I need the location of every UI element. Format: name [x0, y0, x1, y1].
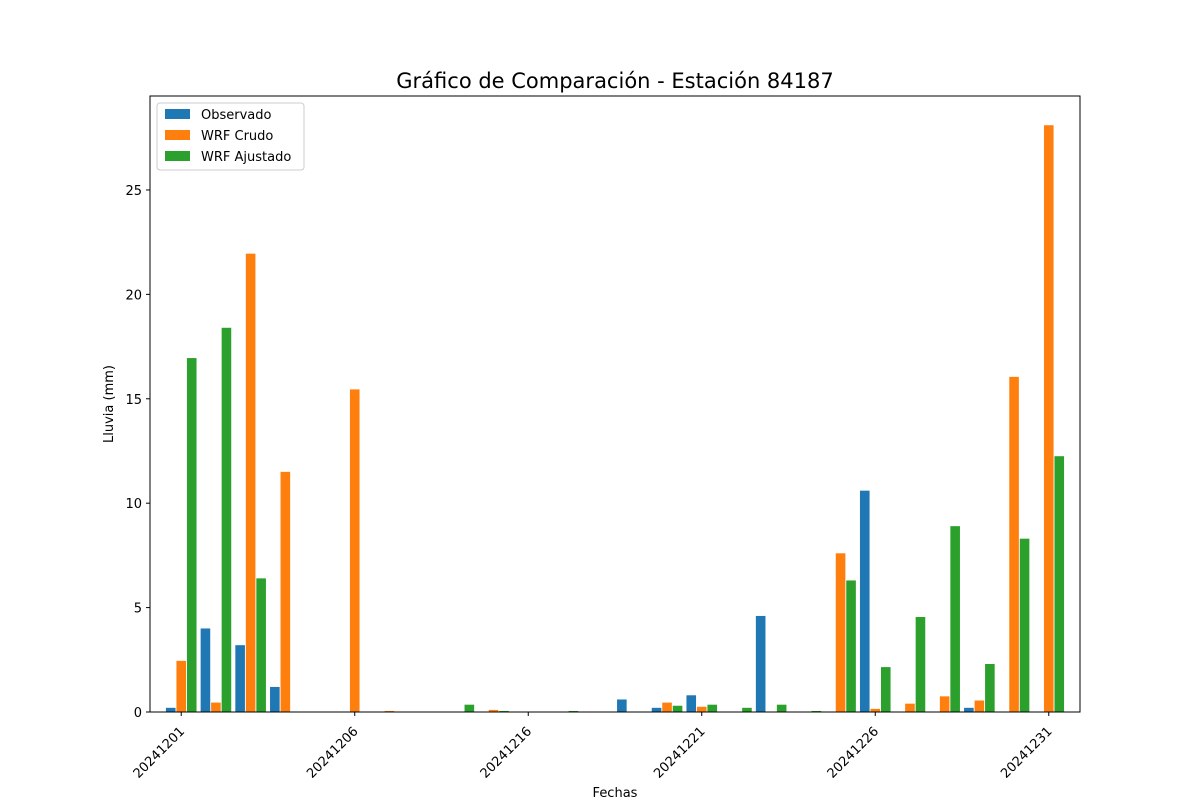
bar-wrf-ajustado-6 — [672, 705, 683, 712]
bar-wrf-ajustado-15 — [985, 663, 995, 712]
bar-wrf-ajustado-17 — [1054, 456, 1065, 712]
chart-title: Gráfico de Comparación - Estación 84187 — [396, 69, 833, 93]
bar-wrf-ajustado-2 — [256, 578, 266, 712]
y-tick-label-5: 25 — [125, 184, 142, 199]
legend-swatch-wrf-crudo — [165, 130, 190, 140]
bar-observado-9 — [964, 707, 974, 712]
legend-label-wrf-ajustado: WRF Ajustado — [201, 150, 291, 165]
bar-wrf-crudo-6 — [488, 709, 499, 712]
bar-wrf-ajustado-10 — [811, 710, 822, 712]
bar-wrf-ajustado-7 — [707, 704, 718, 712]
bar-wrf-crudo-8 — [696, 706, 707, 712]
bar-wrf-crudo-11 — [905, 703, 915, 712]
bar-observado-1 — [200, 628, 211, 712]
bar-wrf-crudo-12 — [939, 696, 950, 712]
y-tick-label-2: 10 — [125, 497, 142, 512]
legend-label-observado: Observado — [201, 108, 272, 123]
bar-wrf-crudo-15 — [1043, 125, 1054, 713]
y-tick-label-3: 15 — [125, 393, 142, 408]
bar-observado-3 — [270, 686, 280, 712]
y-tick-label-4: 20 — [125, 288, 142, 303]
bar-wrf-ajustado-5 — [568, 710, 579, 712]
plot-frame — [149, 95, 1081, 713]
bar-wrf-ajustado-9 — [776, 704, 787, 712]
bar-observado-7 — [755, 615, 766, 712]
bar-wrf-crudo-4 — [349, 389, 360, 712]
bar-wrf-ajustado-8 — [742, 707, 752, 712]
bar-wrf-crudo-7 — [662, 702, 672, 712]
y-axis: 0 5 10 15 20 25 — [125, 184, 150, 721]
bar-wrf-ajustado-4 — [499, 710, 509, 712]
legend-swatch-observado — [165, 109, 190, 119]
bar-observado-0 — [165, 707, 176, 712]
bar-wrf-crudo-1 — [211, 702, 221, 712]
bars-layer — [165, 125, 1065, 713]
bar-observado-2 — [235, 645, 245, 712]
y-tick-label-0: 0 — [134, 706, 142, 721]
bar-wrf-ajustado-3 — [464, 704, 475, 712]
bar-wrf-crudo-14 — [1009, 376, 1019, 712]
bar-observado-4 — [617, 699, 627, 712]
bar-wrf-crudo-5 — [384, 710, 395, 712]
legend-label-wrf-crudo: WRF Crudo — [201, 129, 273, 144]
bar-wrf-crudo-3 — [280, 471, 291, 712]
bar-wrf-crudo-10 — [870, 708, 881, 712]
legend-box — [156, 102, 305, 171]
bar-wrf-ajustado-14 — [950, 526, 960, 712]
bar-wrf-crudo-9 — [835, 553, 846, 712]
y-tick-label-1: 5 — [134, 602, 142, 617]
bar-observado-6 — [686, 695, 697, 712]
bar-observado-8 — [859, 490, 870, 712]
bar-wrf-crudo-13 — [974, 700, 985, 712]
bar-wrf-ajustado-16 — [1019, 538, 1030, 712]
legend-swatch-wrf-ajustado — [165, 151, 190, 161]
x-axis-label: Fechas — [593, 786, 638, 800]
legend: Observado WRF Crudo WRF Ajustado — [156, 102, 305, 171]
bar-wrf-crudo-2 — [245, 253, 256, 712]
y-axis-label: Lluvia (mm) — [102, 365, 117, 443]
bar-wrf-ajustado-13 — [915, 616, 926, 712]
bar-wrf-crudo-0 — [176, 660, 187, 712]
bar-wrf-ajustado-1 — [221, 327, 232, 712]
bar-wrf-ajustado-0 — [186, 358, 197, 712]
bar-wrf-ajustado-11 — [846, 580, 856, 712]
bar-observado-5 — [651, 707, 662, 712]
bar-wrf-ajustado-12 — [880, 667, 891, 712]
